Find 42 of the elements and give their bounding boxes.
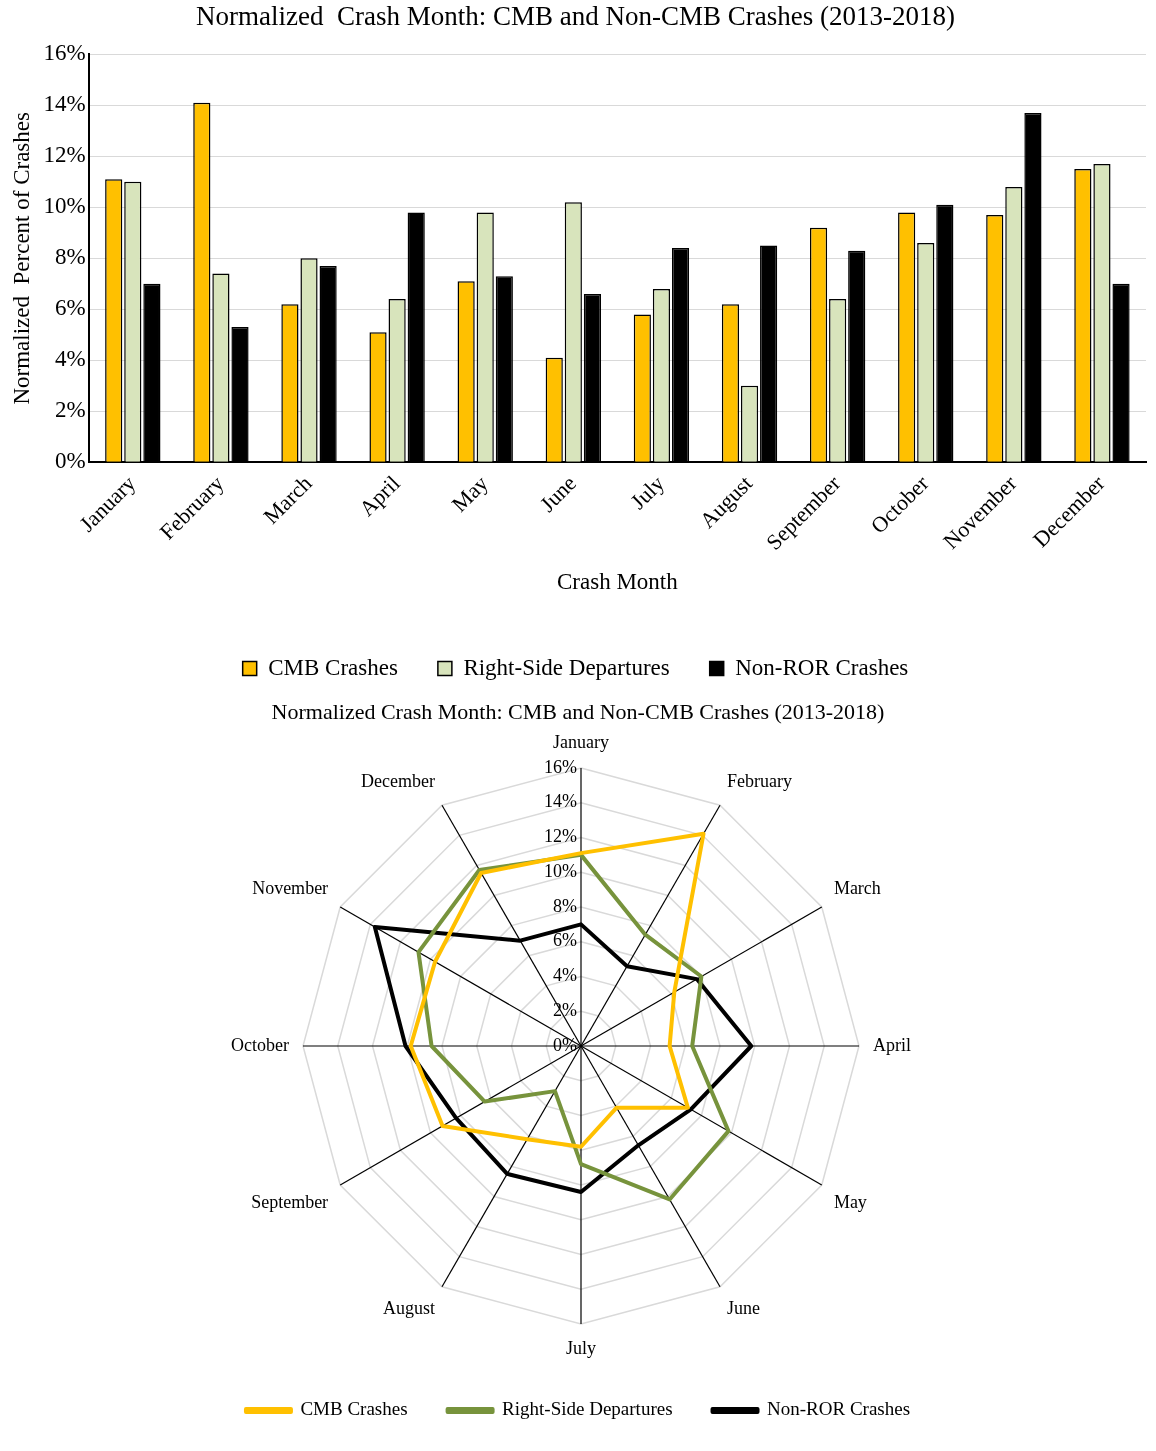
spoke-label: October [231, 1034, 289, 1055]
y-tick-label: 10% [544, 860, 577, 881]
spoke-label: August [382, 1298, 435, 1319]
x-axis-title: Crash Month [557, 569, 679, 595]
y-tick-label: 6% [553, 930, 577, 951]
legend-label: Non-ROR Crashes [767, 1398, 911, 1420]
legend-label: Non-ROR Crashes [735, 654, 909, 680]
chart-title: Normalized Crash Month: CMB and Non-CMB Crashes (2013-2018) [271, 698, 885, 724]
spoke-label: November [252, 877, 329, 898]
chart-title: Normalized Crash Month: CMB and Non-CMB Crashes (2013-2018) [196, 1, 955, 32]
spoke-label: May [833, 1191, 867, 1212]
spoke-label: March [833, 877, 881, 898]
y-tick-label: 8% [55, 244, 86, 270]
x-tick-label: May [446, 470, 493, 517]
y-tick-label: 14% [43, 91, 86, 117]
y-tick-label: 0% [55, 448, 86, 474]
y-tick-label: 0% [553, 1034, 577, 1055]
y-tick-label: 16% [544, 756, 577, 777]
y-tick-label: 6% [55, 295, 86, 321]
spoke-label: February [727, 771, 792, 792]
legend-label: CMB Crashes [300, 1398, 408, 1420]
spoke-label: January [553, 731, 609, 752]
spoke-label: September [251, 1191, 329, 1212]
x-tick-label: June [534, 470, 581, 517]
y-tick-label: 4% [55, 346, 86, 372]
y-tick-label: 12% [544, 826, 577, 847]
legend-label: Right-Side Departures [502, 1398, 673, 1420]
y-tick-label: 2% [55, 397, 86, 423]
y-tick-label: 4% [553, 965, 577, 986]
legend-label: CMB Crashes [268, 654, 398, 680]
y-tick-label: 8% [553, 895, 577, 916]
x-tick-label: July [625, 470, 670, 515]
legend-label: Right-Side Departures [463, 654, 670, 680]
y-tick-label: 16% [43, 40, 86, 66]
spoke-label: July [565, 1337, 597, 1358]
y-tick-label: 12% [43, 142, 86, 168]
y-tick-label: 14% [544, 791, 577, 812]
spoke-label: April [873, 1034, 911, 1055]
spoke-label: December [361, 771, 435, 792]
spoke-label: June [727, 1298, 760, 1319]
y-tick-label: 10% [43, 193, 86, 219]
y-axis-title: Normalized Percent of Crashes [8, 112, 34, 405]
